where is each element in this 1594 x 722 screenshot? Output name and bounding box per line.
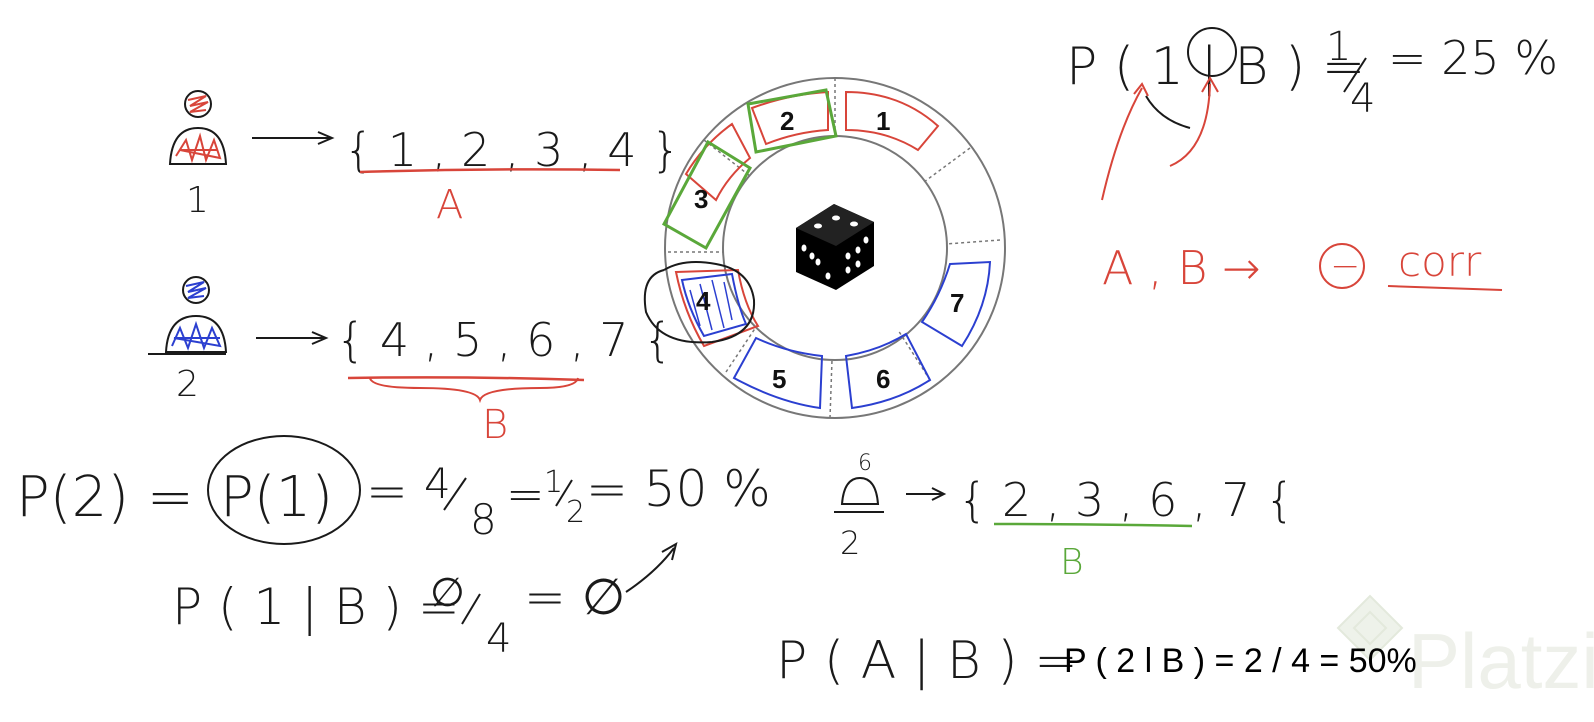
player-1-head-scribble [187,95,209,113]
player2-small-body [840,476,880,505]
pab-handwritten: P ( A | B ) = [776,631,1078,691]
segment-3-highlight [661,139,753,251]
wheel-segment-4: 4 [643,261,760,348]
set-b-name: B [482,402,508,448]
wheel: 1 2 3 4 5 6 [643,77,1006,419]
p1b-arrow [625,541,678,593]
segment-6-number: 6 [876,364,890,394]
p1b-frac-num: ∅ [430,570,465,616]
wheel-segment-7: 7 [920,260,992,348]
wheel-segment-5: 5 [732,336,824,410]
player2-small-head: 6 [858,451,872,476]
segment-4-number: 4 [696,286,711,316]
p2-eq2: = [506,467,545,521]
player-2-head [182,276,210,304]
p1b-top-frac-num: 1 [1326,24,1351,70]
set-b-underline [347,376,585,382]
wheel-segment-1: 1 [845,90,940,152]
segment-4-lasso [643,261,756,344]
p2-frac2-num: 1 [544,465,563,500]
corr-word: corr [1398,237,1482,286]
corr-underline [1387,285,1503,291]
p1-circle [207,435,361,545]
p2-lhs: P(2) = [16,465,194,530]
p2-result: = 50 % [586,460,771,518]
pab-typed: P ( 2 l B ) = 2 / 4 = 50% [1064,642,1417,680]
wheel-segment-3: 3 [661,122,753,251]
segment-3-number: 3 [694,184,708,214]
player-2-body-scribble [171,320,222,351]
player-2-arrow [256,331,329,345]
p1b-result: = ∅ [524,568,625,626]
p2-frac2-bar [555,479,573,507]
corr-sign-circle [1319,243,1365,289]
p1b-top-frac-den: 4 [1350,76,1375,122]
player2-small-label: 2 [840,524,860,562]
player-1: 1 { 1 , 2 , 3 , 4 } A [168,90,680,228]
watermark: Platzi [1336,594,1594,705]
p2-frac1-num: 4 [424,459,451,508]
p2-frac2-den: 2 [566,495,585,530]
p1b-lhs: P ( 1 | B ) = [172,578,460,636]
segment-2-number: 2 [780,106,794,136]
segment-5-number: 5 [772,364,786,394]
player-2: 2 { 4 , 5 , 6 , 7 { B [148,276,672,448]
new-set-b-underline [993,522,1193,528]
player-1-label: 1 [186,180,209,221]
set-a-underline [359,168,621,174]
dice-icon [796,204,874,290]
p2-frac1-bar [443,477,467,511]
bottom-right-notes: 6 2 { 2 , 3 , 6 , 7 { B P ( A | B ) = P … [776,451,1417,691]
player-1-body-scribble [175,132,222,164]
set-a-name: A [436,182,463,228]
segment-1-number: 1 [876,106,890,136]
p1-circled: P(1) [220,465,333,530]
set-b-brace [369,377,579,404]
p1b-top-frac-bar [1343,57,1367,93]
p2-eq1: = [366,462,408,520]
red-arrow-1 [1101,82,1149,201]
player-1-head [184,90,212,118]
b-circle [1187,27,1237,77]
set-a-text: { 1 , 2 , 3 , 4 } [344,123,680,177]
new-set-b-text: { 2 , 3 , 6 , 7 { [958,473,1294,527]
wheel-segment-2: 2 [746,88,838,154]
segment-2-highlight [746,88,838,154]
bottom-left-notes: P(2) = P(1) = 4 8 = 1 2 = 50 % P ( 1 | B… [16,435,771,662]
segment-7-number: 7 [950,288,964,318]
p1b-frac-den: 4 [486,616,511,662]
new-set-b-name: B [1060,542,1084,583]
top-right-notes: P ( 1 | B ) = 1 4 = 25 % A , B → − corr [1066,24,1558,295]
player-2-body [164,314,228,353]
player-2-label: 2 [176,364,199,405]
black-arrow [1145,95,1191,129]
corr-sign: − [1330,246,1360,287]
p1b-top-rhs: = 25 % [1388,31,1558,85]
watermark-text: Platzi [1408,617,1594,705]
p1b-frac-bar [461,593,481,625]
set-b-text: { 4 , 5 , 6 , 7 { [336,313,672,367]
corr-ab: A , B → [1102,241,1261,295]
p2-frac1-den: 8 [470,495,497,544]
player-1-body [168,126,228,165]
player2-small-arrow [906,487,947,501]
red-arrow-2 [1169,75,1219,167]
player-2-head-scribble [185,281,207,299]
platzi-logo-icon [1336,594,1404,662]
player-1-arrow [252,131,335,145]
wheel-segment-6: 6 [844,332,932,410]
